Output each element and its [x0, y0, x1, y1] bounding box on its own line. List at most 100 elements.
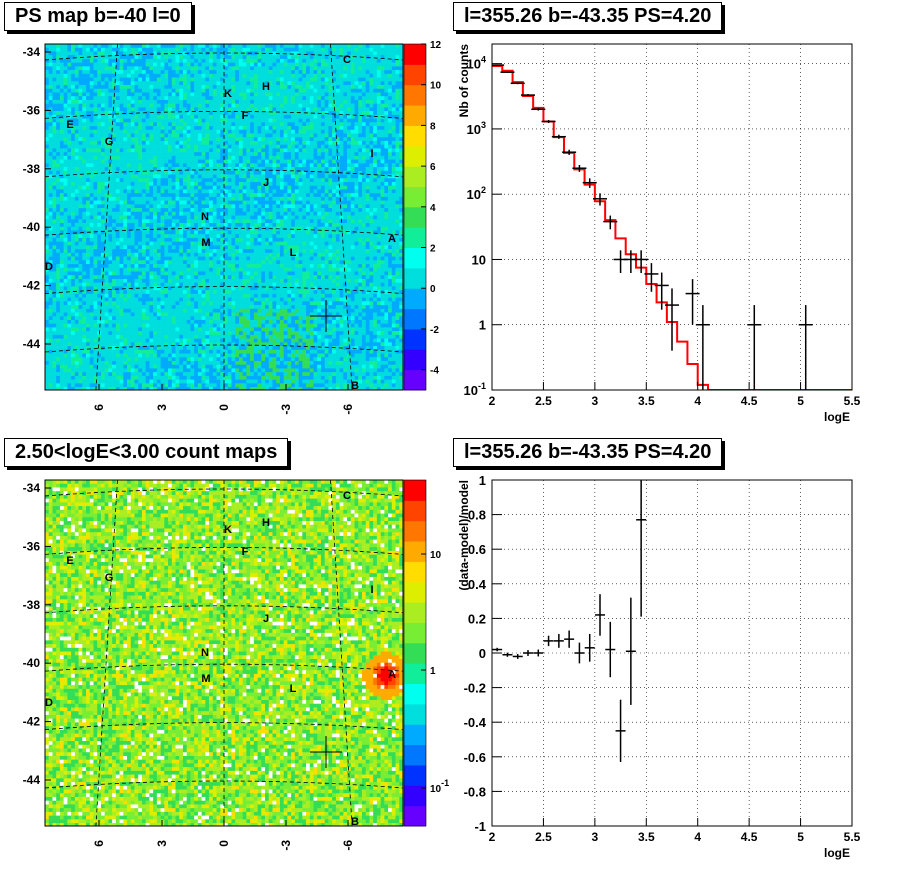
map-pixel [115, 196, 120, 201]
map-pixel [67, 126, 72, 131]
map-pixel [391, 73, 396, 78]
map-pixel [399, 114, 403, 119]
map-pixel [257, 99, 262, 104]
map-pixel [347, 226, 352, 231]
map-pixel [231, 226, 236, 231]
map-pixel [388, 47, 393, 52]
map-pixel [138, 155, 143, 160]
map-pixel [164, 133, 169, 138]
map-pixel [112, 114, 117, 119]
map-pixel [253, 85, 258, 90]
map-pixel [283, 196, 288, 201]
map-pixel [388, 230, 393, 235]
map-pixel [261, 152, 266, 157]
map-pixel [294, 219, 299, 224]
map-pixel [130, 185, 135, 190]
map-pixel [317, 129, 322, 134]
map-pixel [145, 133, 150, 138]
map-pixel [119, 85, 124, 90]
map-pixel [186, 118, 191, 123]
map-pixel [268, 208, 273, 213]
map-pixel [391, 234, 396, 239]
map-pixel [298, 85, 303, 90]
map-pixel [123, 126, 128, 131]
map-pixel [100, 58, 105, 63]
map-pixel [164, 185, 169, 190]
map-pixel [376, 70, 381, 75]
map-pixel [328, 140, 333, 145]
map-pixel [339, 81, 344, 86]
map-pixel [205, 129, 210, 134]
map-pixel [134, 148, 139, 153]
map-pixel [67, 137, 72, 142]
map-pixel [339, 140, 344, 145]
map-pixel [350, 144, 355, 149]
map-pixel [320, 137, 325, 142]
map-pixel [59, 137, 64, 142]
map-pixel [287, 51, 292, 56]
map-pixel [257, 58, 262, 63]
map-pixel [104, 181, 109, 187]
map-pixel [175, 58, 180, 63]
map-pixel [328, 223, 333, 228]
map-pixel [134, 88, 139, 93]
map-pixel [190, 88, 195, 93]
map-pixel [115, 66, 120, 71]
map-pixel [238, 167, 243, 172]
map-pixel [74, 178, 79, 183]
map-pixel [373, 55, 378, 60]
map-pixel [212, 88, 217, 93]
map-pixel [224, 167, 229, 172]
map-pixel [257, 118, 262, 123]
map-pixel [115, 99, 120, 104]
map-pixel [78, 181, 83, 187]
map-pixel [272, 226, 277, 231]
map-pixel [279, 137, 284, 142]
map-pixel [86, 66, 91, 71]
map-pixel [298, 215, 303, 220]
map-pixel [216, 204, 221, 209]
map-pixel [134, 92, 139, 97]
map-pixel [391, 163, 396, 168]
map-pixel [265, 219, 270, 224]
map-pixel [179, 208, 184, 213]
map-pixel [265, 47, 270, 52]
map-pixel [268, 137, 273, 142]
map-pixel [179, 189, 184, 194]
map-pixel [160, 200, 165, 205]
map-pixel [67, 55, 72, 60]
map-pixel [287, 193, 292, 198]
map-pixel [227, 193, 232, 198]
map-pixel [265, 66, 270, 71]
map-pixel [168, 193, 173, 198]
map-pixel [104, 155, 109, 160]
map-pixel [93, 137, 98, 142]
map-pixel [209, 88, 214, 93]
map-pixel [171, 118, 176, 123]
map-pixel [104, 122, 109, 127]
map-pixel [391, 114, 396, 119]
map-pixel [48, 163, 53, 168]
map-pixel [313, 230, 318, 235]
map-pixel [212, 193, 217, 198]
map-pixel [227, 114, 232, 119]
map-pixel [320, 111, 325, 116]
map-pixel [279, 47, 284, 52]
map-pixel [261, 70, 266, 75]
map-pixel [89, 107, 94, 112]
map-pixel [373, 73, 378, 78]
map-pixel [347, 114, 352, 119]
map-pixel [115, 137, 120, 142]
map-pixel [238, 204, 243, 209]
map-pixel [78, 62, 83, 67]
map-pixel [71, 226, 76, 231]
map-pixel [164, 234, 169, 239]
map-pixel [123, 148, 128, 153]
map-pixel [194, 111, 199, 116]
map-pixel [291, 159, 296, 164]
map-pixel [365, 234, 370, 239]
map-pixel [216, 55, 221, 60]
map-pixel [134, 144, 139, 149]
map-pixel [350, 107, 355, 112]
map-pixel [52, 219, 57, 224]
